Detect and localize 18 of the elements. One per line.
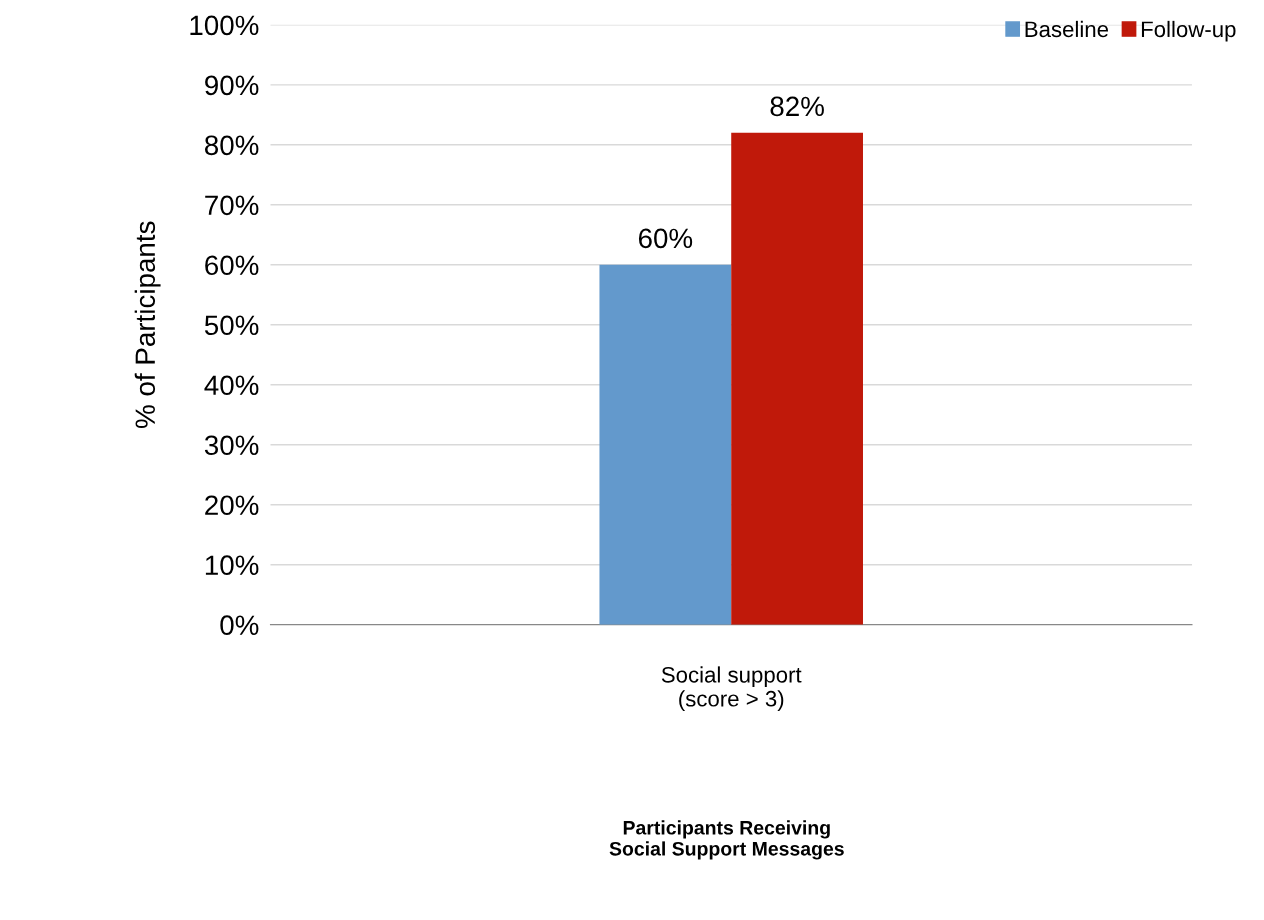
y-tick-label: 30% <box>204 435 259 456</box>
y-tick-label: 80% <box>205 135 259 156</box>
y-tick-label: 100% <box>190 15 259 36</box>
data-label: 82% <box>770 96 824 117</box>
y-tick-label: 90% <box>205 75 259 96</box>
data-label: 60% <box>638 228 693 249</box>
legend-label: Baseline <box>1025 20 1109 38</box>
y-tick-label: 50% <box>204 315 259 336</box>
y-tick-label: 70% <box>205 195 259 216</box>
y-tick-label: 0% <box>220 615 259 636</box>
y-tick-label: 20% <box>205 495 259 516</box>
legend-label: Follow-up <box>1141 20 1236 42</box>
text: Participants Receiving Social Support Messages <box>609 820 844 860</box>
y-tick-label: 10% <box>205 555 259 576</box>
y-axis-title: % of Participants <box>134 221 161 428</box>
y-tick-label: 40% <box>204 375 259 396</box>
x-tick-label: Social support (score > 3) <box>661 666 802 711</box>
y-tick-label: 60% <box>205 255 259 276</box>
